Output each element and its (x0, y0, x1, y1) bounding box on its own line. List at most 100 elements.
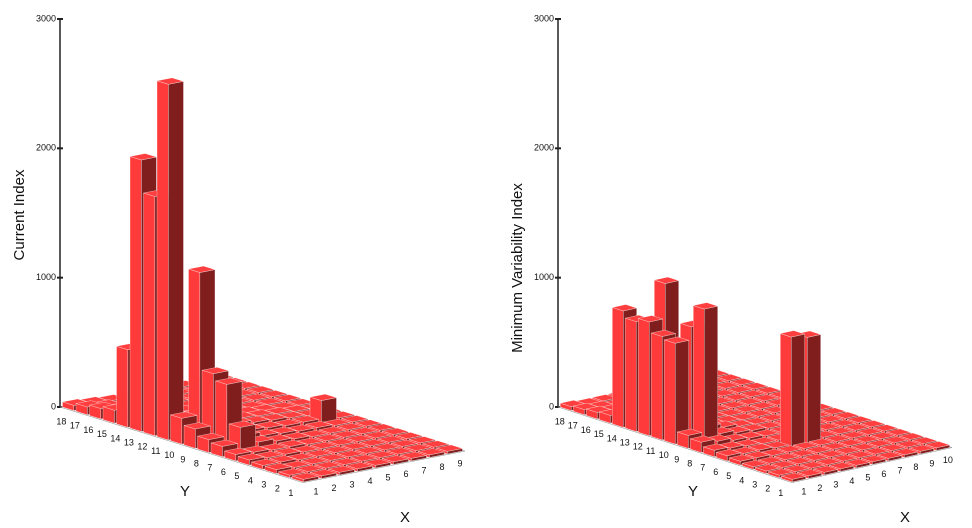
y-tick-label: 2 (275, 484, 280, 494)
bar-top-face (354, 419, 382, 427)
bar-left-face (116, 346, 129, 428)
bar-top-face (815, 458, 842, 465)
bar-top-face (282, 404, 310, 412)
bar-top-face (269, 426, 297, 434)
y-tick-label: 3 (752, 480, 757, 490)
y-tick-label: 10 (164, 450, 174, 460)
bar-top-face (786, 457, 813, 465)
y-tick-label: 15 (97, 429, 107, 439)
bar-top-face (653, 276, 680, 284)
bar-top-face (332, 430, 360, 438)
bar-top-face (305, 449, 333, 457)
bar-top-face (291, 445, 319, 453)
y-tick-label: 4 (248, 475, 253, 485)
bar-top-face (345, 462, 373, 470)
bar-top-face (744, 451, 771, 458)
bar-front-face (807, 334, 821, 444)
y-tick-label: 10 (659, 450, 669, 460)
bar-top-face (611, 304, 638, 312)
x-tick-label: 4 (849, 476, 854, 486)
y-tick-label: 8 (687, 459, 692, 469)
y-tick-label: 11 (151, 446, 160, 456)
bar-front-face (168, 81, 184, 441)
bar-top-face (776, 445, 803, 453)
bar-top-face (300, 430, 328, 437)
y-tick-label: 18 (56, 417, 66, 427)
x-tick-label: 8 (913, 462, 918, 472)
bar (812, 465, 839, 476)
bar-top-face (408, 436, 436, 444)
bar-top-face (830, 419, 857, 427)
bar-top-face (736, 397, 763, 405)
bar-top-face (924, 441, 951, 449)
bar (156, 77, 184, 441)
bar-top-face (752, 394, 779, 402)
bar-top-face (309, 393, 337, 401)
bar-top-face (713, 381, 740, 389)
bar (908, 444, 935, 455)
bar-top-face (733, 405, 760, 413)
bar-top-face (812, 465, 839, 473)
bar-top-face (833, 411, 860, 419)
bar-left-face (170, 414, 183, 445)
bar-top-face (188, 265, 216, 273)
bar-top-face (882, 436, 909, 444)
bar-top-face (129, 153, 157, 161)
z-tick-label: 2000 (36, 143, 56, 153)
y-tick-label: 11 (646, 446, 655, 456)
bar-top-face (183, 422, 211, 430)
y-tick-label: 6 (713, 467, 718, 477)
z-tick-label: 0 (51, 401, 56, 411)
bar-top-face (381, 455, 409, 463)
bar-top-face (729, 378, 756, 386)
y-tick-label: 8 (194, 459, 199, 469)
bar-top-face (799, 461, 826, 469)
bar-top-face (395, 432, 423, 439)
bar-top-face (850, 443, 877, 451)
bar-top-face (837, 439, 864, 446)
bar-top-face (840, 431, 867, 439)
bar-top-face (908, 444, 935, 452)
bar (779, 330, 806, 448)
bar-top-face (817, 415, 844, 423)
bar-top-face (780, 472, 807, 480)
bar-top-face (417, 448, 445, 456)
bar-top-face (824, 434, 851, 442)
y-tick-label: 12 (137, 442, 147, 452)
bar-top-face (869, 432, 896, 439)
bar-left-face (129, 156, 142, 432)
x-tick-label: 1 (801, 486, 806, 496)
x-tick-label: 7 (897, 465, 902, 475)
bar-top-face (282, 460, 310, 468)
bar-top-face (368, 451, 396, 458)
bar-front-face (675, 340, 689, 445)
y-tick-label: 16 (581, 425, 591, 435)
bar-top-face (381, 427, 409, 435)
bar-top-face (345, 434, 373, 442)
bar-top-face (435, 444, 463, 452)
bar-top-face (332, 458, 360, 465)
z-tick-label: 3000 (534, 13, 554, 23)
bar-top-face (309, 441, 337, 449)
y-tick-label: 17 (70, 421, 80, 431)
x-axis-title: X (400, 509, 410, 526)
bar-top-face (350, 454, 378, 462)
bar-top-face (757, 456, 784, 464)
y-tick-label: 9 (180, 454, 185, 464)
bar-top-face (818, 450, 845, 458)
bar-top-face (767, 468, 794, 476)
bar-top-face (363, 431, 391, 439)
x-tick-label: 10 (943, 455, 953, 465)
bar-top-face (898, 432, 925, 440)
bar-top-face (296, 465, 324, 472)
bar-top-face (856, 427, 883, 435)
bar-front-face (704, 305, 718, 446)
bar-top-face (201, 367, 229, 374)
y-tick-label: 5 (726, 471, 731, 481)
y-tick-label: 15 (594, 429, 604, 439)
bar-top-face (702, 443, 729, 451)
bar-top-face (770, 460, 797, 468)
bar-top-face (269, 455, 297, 463)
bar-left-face (780, 333, 792, 448)
